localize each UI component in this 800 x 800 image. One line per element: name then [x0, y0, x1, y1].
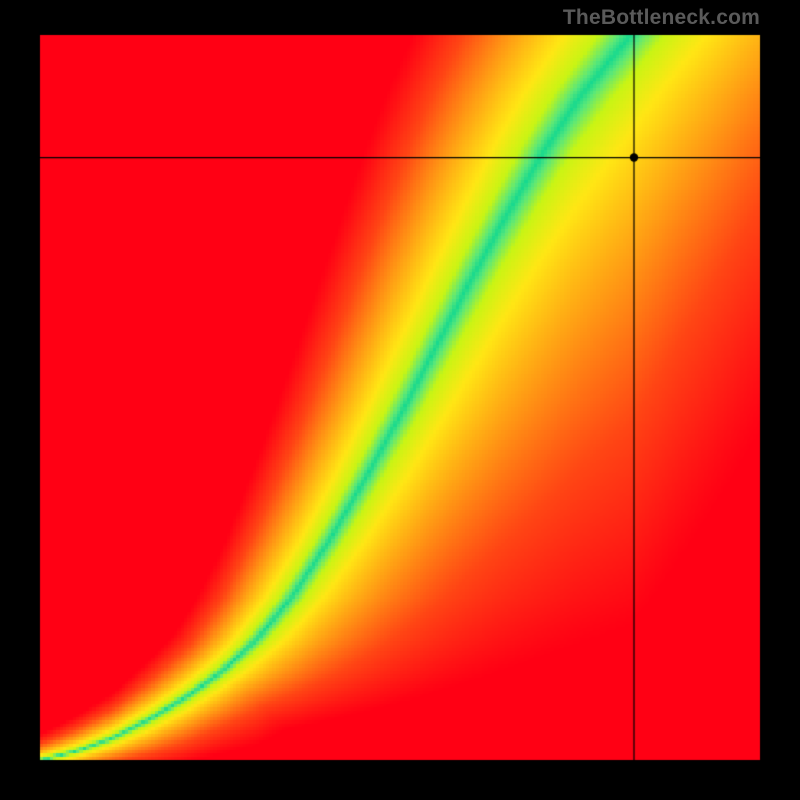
bottleneck-heatmap-canvas	[0, 0, 800, 800]
chart-container: TheBottleneck.com	[0, 0, 800, 800]
watermark-text: TheBottleneck.com	[563, 6, 760, 30]
